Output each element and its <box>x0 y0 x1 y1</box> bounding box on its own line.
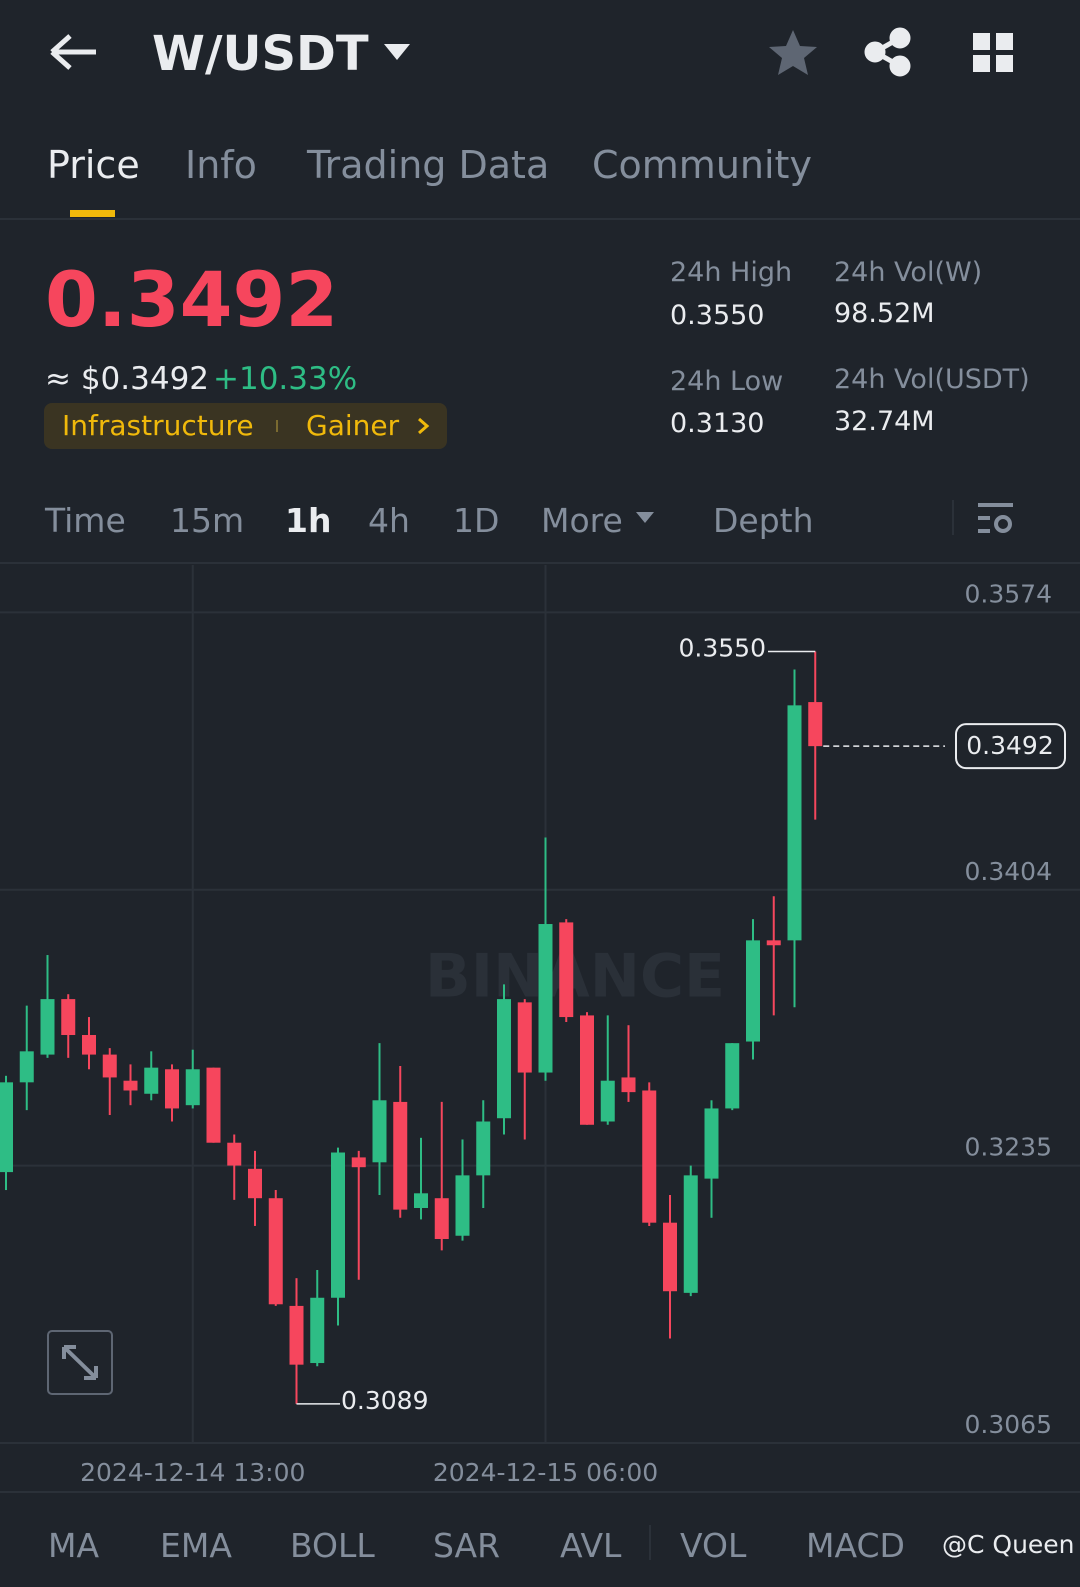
price-change: +10.33% <box>213 361 358 397</box>
stat-value: 98.52M <box>834 298 935 329</box>
tag[interactable]: Gainer <box>306 409 400 442</box>
interval[interactable]: 15m <box>170 501 245 540</box>
y-tick-label: 0.3574 <box>965 579 1052 608</box>
low-label: 0.3089 <box>341 1386 428 1415</box>
stat-label: 24h Vol(USDT) <box>834 364 1030 395</box>
candle-body <box>663 1222 677 1292</box>
candle-body <box>206 1067 221 1143</box>
candle-body <box>40 999 55 1055</box>
stat-value: 0.3550 <box>670 300 765 331</box>
candle-body <box>19 1051 34 1083</box>
candle-body <box>227 1142 242 1166</box>
candle-body <box>517 1002 532 1073</box>
y-tick-label: 0.3404 <box>965 857 1052 886</box>
tab[interactable]: Price <box>47 143 140 187</box>
candle-body <box>746 940 760 1042</box>
tab[interactable]: Trading Data <box>307 143 550 187</box>
tab[interactable]: Community <box>592 143 812 187</box>
tag-pill[interactable] <box>44 403 447 449</box>
candle-body <box>642 1090 657 1223</box>
pair[interactable]: W/USDT <box>152 26 369 82</box>
usd-price: ≈ $0.3492 <box>45 361 210 397</box>
candle-body <box>185 1069 200 1106</box>
back-icon[interactable] <box>50 34 96 70</box>
candle-body <box>393 1101 408 1210</box>
chart-watermark: BINANCE <box>425 942 725 1012</box>
share-icon[interactable] <box>864 27 911 77</box>
interval[interactable]: 1D <box>453 501 500 540</box>
interval[interactable]: More <box>541 501 623 540</box>
candle-body <box>559 922 574 1018</box>
candle-body <box>538 924 553 1073</box>
expand-icon <box>62 1345 98 1380</box>
plot: BINANCE 0.3574 0.3404 0.3235 0.3065 2024-12-1… <box>0 565 1080 1487</box>
chevron <box>418 417 430 435</box>
candle-body <box>165 1069 179 1109</box>
indicator[interactable]: BOLL <box>290 1526 375 1565</box>
interval[interactable]: Depth <box>713 501 814 540</box>
candle-body <box>102 1054 117 1078</box>
last-price: 0.3492 <box>45 255 339 344</box>
tag[interactable]: Infrastructure <box>62 409 254 442</box>
candle-body <box>248 1168 262 1199</box>
candle-body <box>704 1108 719 1179</box>
candle-body <box>123 1080 138 1091</box>
indicator[interactable]: SAR <box>433 1526 501 1565</box>
star-icon[interactable] <box>769 30 817 75</box>
last-price-label: 0.3492 <box>966 731 1053 760</box>
tab[interactable]: Info <box>185 143 257 187</box>
candle-body <box>600 1080 615 1122</box>
last-price-box <box>955 723 1066 770</box>
candle-body <box>725 1043 740 1109</box>
high-label: 0.3550 <box>679 633 766 662</box>
candle-body <box>144 1067 159 1094</box>
candle-body <box>476 1121 491 1176</box>
candle-body <box>372 1100 387 1163</box>
candle-body <box>268 1198 283 1305</box>
candle-body <box>289 1305 304 1365</box>
stat-label: 24h High <box>670 257 793 288</box>
candle-body <box>434 1198 449 1240</box>
indicator[interactable]: EMA <box>160 1526 232 1565</box>
y-tick-label: 0.3235 <box>965 1133 1052 1162</box>
expand-button[interactable] <box>47 1330 113 1395</box>
candle-body <box>331 1152 345 1298</box>
candle-body <box>61 999 76 1036</box>
candle-body <box>0 1082 13 1173</box>
candle-body <box>766 940 781 946</box>
indicator[interactable]: AVL <box>560 1526 622 1565</box>
candle-body <box>414 1193 428 1208</box>
candle-body <box>310 1297 325 1364</box>
watermark: @C Queen <box>942 1530 1075 1559</box>
tab-underline <box>70 210 115 217</box>
candle-body <box>351 1157 366 1168</box>
interval[interactable]: 4h <box>368 501 410 540</box>
stat-value: 32.74M <box>834 406 935 437</box>
candle-body <box>497 999 511 1119</box>
candle-body <box>621 1077 636 1093</box>
stat-value: 0.3130 <box>670 408 765 439</box>
indicator[interactable]: VOL <box>680 1526 747 1565</box>
more-arrow[interactable] <box>636 512 654 523</box>
candle-body <box>787 705 802 941</box>
grid-icon[interactable] <box>973 33 1013 72</box>
chart-settings-icon[interactable] <box>978 503 1013 533</box>
y-tick-label: 0.3065 <box>965 1410 1052 1439</box>
x-tick-label: 2024-12-14 13:00 <box>80 1458 305 1487</box>
stat-label: 24h Low <box>670 366 784 397</box>
candle-body <box>808 702 823 747</box>
interval[interactable]: 1h <box>285 501 332 540</box>
dropdown-icon[interactable] <box>384 44 410 60</box>
candle-body <box>683 1175 698 1293</box>
interval[interactable]: Time <box>45 501 126 540</box>
candle-body <box>455 1175 470 1236</box>
indicator[interactable]: MACD <box>806 1526 905 1565</box>
candle-body <box>82 1035 96 1055</box>
candle-body <box>580 1015 594 1125</box>
indicator[interactable]: MA <box>48 1526 100 1565</box>
x-tick-label: 2024-12-15 06:00 <box>433 1458 658 1487</box>
stat-label: 24h Vol(W) <box>834 257 983 288</box>
